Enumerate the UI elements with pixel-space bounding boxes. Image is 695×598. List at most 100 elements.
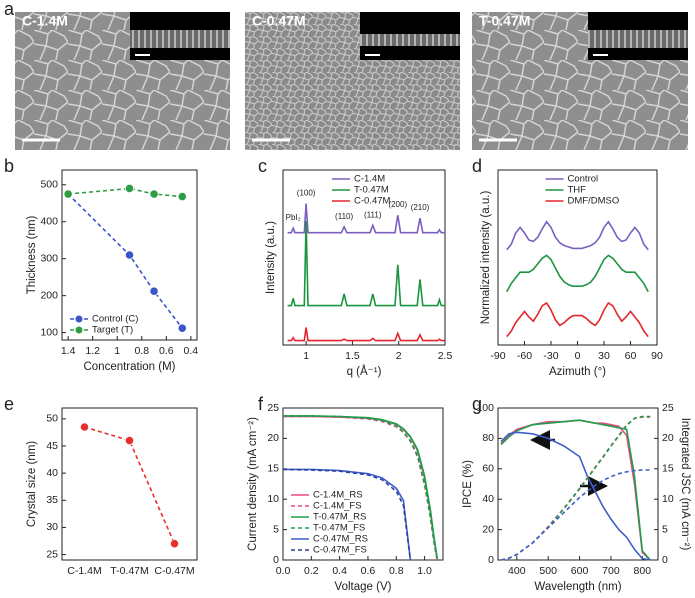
y-tick-label: 40 [46, 467, 58, 479]
legend-label: T-0.47M_FS [313, 523, 365, 534]
sem-image: C-1.4M [15, 12, 230, 150]
point [124, 435, 135, 446]
x-tick-label: 800 [634, 565, 652, 577]
plot-frame [282, 169, 446, 346]
y-tick-label: 60 [482, 463, 494, 475]
legend-label: C-0.47M [354, 196, 391, 207]
y-tick-label: 50 [46, 413, 58, 425]
series-line [283, 468, 412, 561]
image-label: C-1.4M [22, 13, 68, 29]
y-tick-label: 20 [267, 432, 279, 444]
legend-marker [75, 315, 83, 323]
x-tick-label: 0.4 [184, 345, 199, 357]
y-axis-label: IPCE (%) [462, 460, 474, 508]
x-tick-label: 1.2 [85, 345, 100, 357]
y-tick-label: 80 [482, 432, 494, 444]
y-tick-label: 500 [40, 179, 58, 191]
y-tick-label: 35 [46, 494, 58, 506]
x-tick-label: 1.5 [345, 350, 360, 362]
x-tick-label: -90 [490, 350, 505, 362]
point [149, 189, 159, 199]
series-line [506, 220, 649, 251]
point [79, 422, 90, 432]
legend-marker [75, 326, 83, 334]
y-tick-label: 100 [476, 402, 494, 414]
y-tick-label: 300 [40, 252, 58, 264]
x-tick-label: 0.6 [159, 345, 174, 357]
x-tick-label: 0.2 [304, 565, 319, 577]
annotation: (110) [335, 212, 353, 221]
series-line [282, 468, 412, 561]
y-tick-label: 5 [273, 523, 279, 535]
x-axis-label: Wavelength (nm) [534, 581, 621, 593]
image-label: C-0.47M [252, 13, 306, 29]
point [169, 539, 180, 549]
x-tick-label: 1.4 [61, 345, 76, 357]
series-line [500, 419, 651, 561]
annotation: (111) [364, 210, 382, 219]
legend-label: Target (T) [92, 325, 133, 336]
point [124, 250, 135, 260]
plot-frame [282, 407, 444, 561]
legend-label: T-0.47M [354, 185, 389, 196]
y-axis-label: Current density (mA cm⁻²) [247, 417, 259, 551]
x-tick-label: 0.0 [276, 565, 291, 577]
point [63, 189, 73, 199]
plot-frame [61, 169, 198, 341]
panel-label: b [4, 156, 14, 176]
series-line [500, 431, 651, 561]
legend-label: C-1.4M [354, 174, 385, 185]
y-tick-label: 100 [40, 326, 58, 338]
y2-tick-label: 15 [662, 463, 674, 475]
x-tick-label: C-0.47M [154, 565, 194, 577]
y2-tick-label: 25 [662, 402, 674, 414]
legend-label: Control (C) [92, 314, 138, 325]
legend-label: C-1.4M_FS [313, 501, 362, 512]
x-axis-label: q (Å⁻¹) [347, 365, 382, 378]
x-tick-label: 600 [571, 565, 589, 577]
y-tick-label: 20 [482, 523, 494, 535]
annotation: (200) [388, 200, 407, 209]
series-line [287, 327, 445, 342]
series-line [287, 220, 445, 307]
point [124, 183, 135, 194]
y2-tick-label: 20 [662, 432, 674, 444]
x-tick-label: 400 [508, 565, 526, 577]
x-tick-label: 1.0 [417, 565, 432, 577]
legend-label: DMF/DMSO [568, 196, 620, 207]
x-tick-label: -30 [543, 350, 558, 362]
x-tick-label: 2 [396, 350, 402, 362]
y-axis-label: Crystal size (nm) [26, 441, 38, 527]
series-line [500, 415, 651, 561]
panel-label: e [4, 394, 14, 414]
x-axis-label: Concentration (M) [83, 361, 175, 373]
legend-label: C-0.47M_FS [313, 545, 367, 556]
point [149, 286, 159, 296]
panel-label: d [472, 156, 482, 176]
y2-axis-label: Integrated JSC (mA cm⁻²) [679, 418, 691, 551]
series-line [67, 193, 183, 329]
y-axis-label: Intensity (a.u.) [265, 221, 277, 294]
y2-tick-label: 5 [662, 523, 668, 535]
series-line [84, 426, 176, 545]
panel-label: a [4, 0, 15, 19]
y-tick-label: 0 [488, 554, 494, 566]
legend-label: THF [568, 185, 587, 196]
x-tick-label: 700 [602, 565, 620, 577]
y-tick-label: 25 [267, 402, 279, 414]
plot-frame [61, 407, 198, 561]
x-axis-label: Voltage (V) [335, 581, 392, 593]
x-tick-label: 0.4 [332, 565, 347, 577]
y-tick-label: 30 [46, 521, 58, 533]
x-tick-label: T-0.47M [110, 565, 149, 577]
series-line [506, 301, 649, 338]
y2-tick-label: 0 [662, 554, 668, 566]
sem-image: C-0.47M [245, 12, 460, 150]
y-tick-label: 200 [40, 289, 58, 301]
y-axis-label: Thickness (nm) [26, 216, 38, 295]
y-tick-label: 45 [46, 440, 58, 452]
x-tick-label: C-1.4M [67, 565, 101, 577]
y-tick-label: 400 [40, 216, 58, 228]
